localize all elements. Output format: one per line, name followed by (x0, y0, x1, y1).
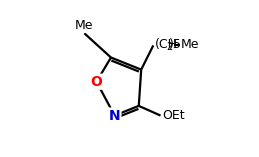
Text: 2: 2 (166, 42, 172, 52)
Text: OEt: OEt (162, 109, 184, 122)
Text: O: O (91, 75, 102, 89)
Text: )5: )5 (169, 38, 182, 51)
Text: Me: Me (75, 19, 94, 32)
Text: N: N (109, 108, 120, 123)
Text: Me: Me (181, 38, 200, 51)
Text: (CH: (CH (155, 38, 177, 51)
